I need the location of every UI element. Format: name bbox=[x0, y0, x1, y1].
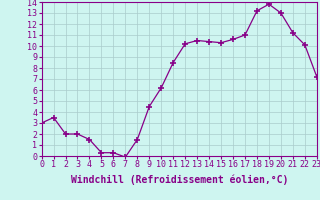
X-axis label: Windchill (Refroidissement éolien,°C): Windchill (Refroidissement éolien,°C) bbox=[70, 175, 288, 185]
